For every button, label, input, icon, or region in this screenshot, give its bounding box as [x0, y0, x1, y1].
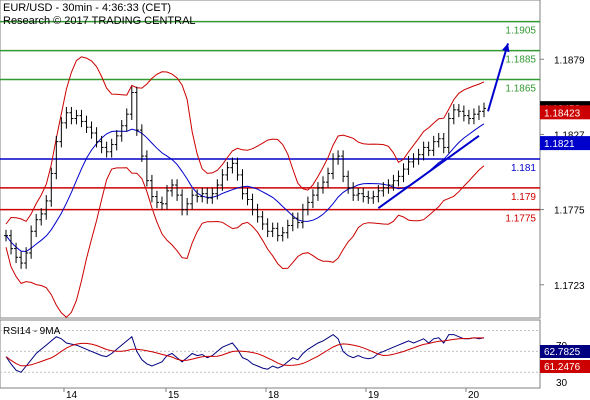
- y-tick-label-1: 1.1827: [554, 130, 585, 141]
- target-arrow-shaft: [487, 43, 509, 112]
- rsi-line: [5, 333, 485, 373]
- y-tick-label-2: 1.1775: [554, 206, 585, 217]
- y-tick-label-3: 1.1723: [554, 281, 585, 292]
- level-label-1: 1.1885: [505, 55, 536, 66]
- x-tick-label-1: 15: [168, 390, 180, 400]
- rsi-panel-label: RSI14 - 9MA: [3, 326, 61, 337]
- level-label-2: 1.1865: [505, 84, 536, 95]
- price-badge-1: [540, 136, 590, 151]
- price-badge-text-1: 1.1821: [544, 139, 575, 150]
- rsi-tick-30: 30: [556, 378, 568, 389]
- rsi-ma-line: [5, 337, 484, 367]
- axes: 1.1879 1.1827 1.1775 1.1723 14 15 18 19 20: [63, 55, 585, 400]
- bollinger-lower: [5, 165, 485, 318]
- x-tick-label-4: 20: [468, 390, 480, 400]
- price-badge-0: [540, 105, 590, 120]
- rsi-ma-badge: [540, 360, 590, 373]
- trend-annotations: [377, 43, 510, 209]
- bollinger-bands: [5, 56, 485, 318]
- rsi-plot-frame: [0, 319, 541, 389]
- x-tick-label-0: 14: [66, 390, 78, 400]
- x-tick-label-2: 18: [268, 390, 280, 400]
- level-label-3: 1.181: [511, 163, 536, 174]
- level-lines: 1.1905 1.1885 1.1865 1.181 1.179 1.1775: [0, 20, 540, 225]
- level-label-4: 1.179: [511, 192, 536, 203]
- level-label-5: 1.1775: [505, 214, 536, 225]
- x-tick-label-3: 19: [368, 390, 380, 400]
- chart-title: EUR/USD - 30min - 4:36:33 (CET): [3, 2, 171, 14]
- rsi-value-text: 62.7825: [544, 347, 581, 358]
- rsi-value-badge: [540, 345, 590, 358]
- price-bars: [4, 86, 486, 269]
- moving-average: [5, 123, 485, 253]
- y-tick-label-0: 1.1879: [554, 55, 585, 66]
- target-arrow-head: [501, 43, 510, 53]
- level-label-0: 1.1905: [505, 26, 536, 37]
- rsi-ma-text: 61.2476: [544, 362, 581, 373]
- chart-copyright: Research © 2017 TRADING CENTRAL: [3, 15, 196, 27]
- price-badge-text-0: 1.18423: [544, 108, 581, 119]
- rsi-lines: [0, 329, 540, 373]
- uptrend-line: [377, 135, 480, 209]
- bollinger-upper: [5, 56, 485, 225]
